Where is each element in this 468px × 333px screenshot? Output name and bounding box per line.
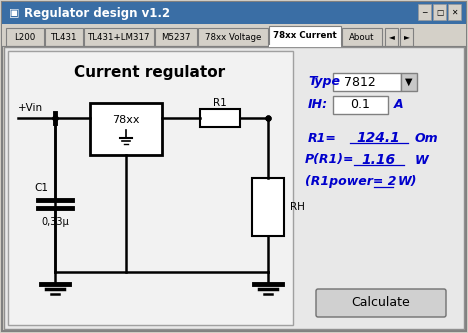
- Bar: [4, 47, 464, 329]
- Text: ▣: ▣: [9, 8, 19, 18]
- Text: 0,33μ: 0,33μ: [41, 217, 69, 227]
- Text: 1.16: 1.16: [361, 153, 395, 167]
- Bar: [252, 178, 284, 236]
- Text: ◄: ◄: [388, 33, 395, 42]
- Text: (R1power= 2: (R1power= 2: [305, 175, 396, 188]
- Bar: [385, 28, 398, 46]
- Bar: [200, 109, 240, 127]
- Text: +Vin: +Vin: [18, 103, 43, 113]
- Bar: [155, 28, 197, 46]
- Text: 7812: 7812: [344, 76, 376, 89]
- Bar: [400, 28, 413, 46]
- Text: Calculate: Calculate: [351, 296, 410, 309]
- Text: IH:: IH:: [308, 99, 328, 112]
- Text: ►: ►: [403, 33, 410, 42]
- Bar: [90, 103, 162, 155]
- Text: A: A: [394, 99, 403, 112]
- Text: 124.1: 124.1: [356, 131, 400, 145]
- Text: ─: ─: [422, 8, 427, 17]
- Text: W: W: [415, 154, 429, 166]
- Text: RH: RH: [290, 202, 305, 212]
- Bar: [6, 28, 44, 46]
- Text: 78xx Voltage: 78xx Voltage: [205, 33, 261, 42]
- Text: M5237: M5237: [161, 33, 191, 42]
- Bar: [333, 96, 388, 114]
- Bar: [198, 28, 268, 46]
- Bar: [333, 73, 401, 91]
- Text: Regulator design v1.2: Regulator design v1.2: [24, 7, 170, 20]
- Text: R1: R1: [213, 98, 227, 108]
- Text: TL431: TL431: [51, 33, 77, 42]
- Text: C1: C1: [34, 183, 48, 193]
- FancyBboxPatch shape: [316, 289, 446, 317]
- Text: ✕: ✕: [451, 8, 458, 17]
- Text: 0.1: 0.1: [350, 99, 370, 112]
- Bar: [448, 4, 461, 20]
- Text: Om: Om: [415, 132, 439, 145]
- Text: 78xx: 78xx: [112, 115, 140, 125]
- Text: □: □: [436, 8, 443, 17]
- Bar: [418, 4, 431, 20]
- Bar: [342, 28, 382, 46]
- Text: Type: Type: [308, 76, 340, 89]
- Text: W): W): [398, 175, 417, 188]
- Text: About: About: [349, 33, 375, 42]
- Text: L200: L200: [15, 33, 36, 42]
- Bar: [45, 28, 83, 46]
- Text: 78xx Current: 78xx Current: [273, 32, 337, 41]
- Bar: [2, 24, 466, 46]
- Bar: [269, 26, 341, 46]
- Bar: [2, 2, 466, 24]
- Text: TL431+LM317: TL431+LM317: [88, 33, 150, 42]
- Text: P(R1)=: P(R1)=: [305, 154, 354, 166]
- Bar: [401, 73, 417, 91]
- Text: Current regulator: Current regulator: [74, 65, 226, 80]
- Bar: [433, 4, 446, 20]
- Bar: [84, 28, 154, 46]
- Bar: [8, 51, 293, 325]
- Text: R1=: R1=: [308, 132, 337, 145]
- Text: ▼: ▼: [405, 77, 413, 87]
